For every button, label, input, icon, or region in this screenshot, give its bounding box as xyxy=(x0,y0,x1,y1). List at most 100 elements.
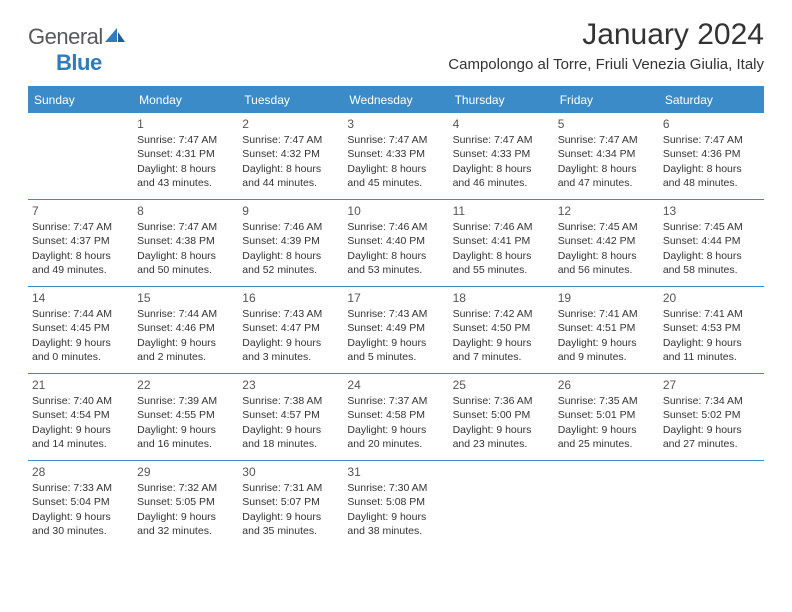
day-info-line: and 9 minutes. xyxy=(558,350,653,364)
day-info-line: and 35 minutes. xyxy=(242,524,337,538)
day-info-line: Daylight: 9 hours xyxy=(137,510,232,524)
day-info-line: Sunrise: 7:33 AM xyxy=(32,481,127,495)
day-number: 22 xyxy=(137,377,232,393)
day-info-line: Sunrise: 7:47 AM xyxy=(137,220,232,234)
day-info-line: Sunrise: 7:40 AM xyxy=(32,394,127,408)
weeks-container: 1Sunrise: 7:47 AMSunset: 4:31 PMDaylight… xyxy=(28,113,764,547)
day-info-line: Daylight: 9 hours xyxy=(32,510,127,524)
day-info-line: Daylight: 9 hours xyxy=(663,423,758,437)
day-info-line: and 49 minutes. xyxy=(32,263,127,277)
day-cell: 1Sunrise: 7:47 AMSunset: 4:31 PMDaylight… xyxy=(133,113,238,199)
day-info-line: Sunset: 4:31 PM xyxy=(137,147,232,161)
day-info-line: Daylight: 9 hours xyxy=(242,423,337,437)
logo: General Blue xyxy=(28,18,125,76)
day-info-line: Sunset: 4:44 PM xyxy=(663,234,758,248)
week-row: 21Sunrise: 7:40 AMSunset: 4:54 PMDayligh… xyxy=(28,373,764,460)
day-cell: 13Sunrise: 7:45 AMSunset: 4:44 PMDayligh… xyxy=(659,200,764,286)
day-cell: 14Sunrise: 7:44 AMSunset: 4:45 PMDayligh… xyxy=(28,287,133,373)
weekday-header: Friday xyxy=(554,88,659,113)
day-info-line: Daylight: 8 hours xyxy=(558,249,653,263)
day-info-line: Daylight: 8 hours xyxy=(453,249,548,263)
day-info-line: Daylight: 9 hours xyxy=(347,510,442,524)
title-block: January 2024 Campolongo al Torre, Friuli… xyxy=(448,18,764,73)
day-info-line: Sunrise: 7:43 AM xyxy=(347,307,442,321)
weekday-header: Sunday xyxy=(28,88,133,113)
day-cell: 10Sunrise: 7:46 AMSunset: 4:40 PMDayligh… xyxy=(343,200,448,286)
day-cell: 21Sunrise: 7:40 AMSunset: 4:54 PMDayligh… xyxy=(28,374,133,460)
day-info-line: Daylight: 8 hours xyxy=(347,249,442,263)
day-info-line: and 46 minutes. xyxy=(453,176,548,190)
day-info-line: Sunset: 4:33 PM xyxy=(453,147,548,161)
day-info-line: and 43 minutes. xyxy=(137,176,232,190)
day-info-line: Sunrise: 7:45 AM xyxy=(558,220,653,234)
day-info-line: Daylight: 8 hours xyxy=(453,162,548,176)
day-info-line: and 44 minutes. xyxy=(242,176,337,190)
day-number: 6 xyxy=(663,116,758,132)
day-info-line: Daylight: 9 hours xyxy=(32,336,127,350)
day-number: 10 xyxy=(347,203,442,219)
day-cell: 28Sunrise: 7:33 AMSunset: 5:04 PMDayligh… xyxy=(28,461,133,547)
day-info-line: Sunrise: 7:46 AM xyxy=(347,220,442,234)
day-info-line: Sunset: 4:57 PM xyxy=(242,408,337,422)
day-info-line: and 50 minutes. xyxy=(137,263,232,277)
day-cell: 18Sunrise: 7:42 AMSunset: 4:50 PMDayligh… xyxy=(449,287,554,373)
day-info-line: Sunrise: 7:34 AM xyxy=(663,394,758,408)
day-info-line: and 30 minutes. xyxy=(32,524,127,538)
day-info-line: Sunrise: 7:47 AM xyxy=(32,220,127,234)
day-info-line: Sunrise: 7:39 AM xyxy=(137,394,232,408)
day-info-line: Daylight: 9 hours xyxy=(558,336,653,350)
day-info-line: Daylight: 9 hours xyxy=(32,423,127,437)
day-number: 15 xyxy=(137,290,232,306)
location-label: Campolongo al Torre, Friuli Venezia Giul… xyxy=(448,56,764,73)
day-number: 20 xyxy=(663,290,758,306)
day-cell: 16Sunrise: 7:43 AMSunset: 4:47 PMDayligh… xyxy=(238,287,343,373)
day-info-line: Sunrise: 7:45 AM xyxy=(663,220,758,234)
day-number: 8 xyxy=(137,203,232,219)
day-number: 4 xyxy=(453,116,548,132)
week-row: 7Sunrise: 7:47 AMSunset: 4:37 PMDaylight… xyxy=(28,199,764,286)
day-cell: 26Sunrise: 7:35 AMSunset: 5:01 PMDayligh… xyxy=(554,374,659,460)
day-info-line: Daylight: 8 hours xyxy=(137,162,232,176)
day-cell: 12Sunrise: 7:45 AMSunset: 4:42 PMDayligh… xyxy=(554,200,659,286)
day-info-line: Daylight: 8 hours xyxy=(32,249,127,263)
day-info-line: Daylight: 8 hours xyxy=(137,249,232,263)
day-number: 2 xyxy=(242,116,337,132)
day-info-line: and 23 minutes. xyxy=(453,437,548,451)
day-info-line: Daylight: 9 hours xyxy=(558,423,653,437)
day-info-line: Sunset: 4:51 PM xyxy=(558,321,653,335)
day-number: 14 xyxy=(32,290,127,306)
day-info-line: Daylight: 9 hours xyxy=(242,336,337,350)
day-info-line: Daylight: 8 hours xyxy=(663,249,758,263)
day-info-line: Sunset: 5:02 PM xyxy=(663,408,758,422)
day-number: 7 xyxy=(32,203,127,219)
day-info-line: Sunrise: 7:32 AM xyxy=(137,481,232,495)
day-info-line: and 38 minutes. xyxy=(347,524,442,538)
day-info-line: Sunset: 5:08 PM xyxy=(347,495,442,509)
day-info-line: Sunrise: 7:37 AM xyxy=(347,394,442,408)
calendar: Sunday Monday Tuesday Wednesday Thursday… xyxy=(28,86,764,547)
day-number: 17 xyxy=(347,290,442,306)
day-number: 19 xyxy=(558,290,653,306)
day-info-line: Sunrise: 7:44 AM xyxy=(137,307,232,321)
day-cell: 9Sunrise: 7:46 AMSunset: 4:39 PMDaylight… xyxy=(238,200,343,286)
day-info-line: Sunset: 4:49 PM xyxy=(347,321,442,335)
day-number: 27 xyxy=(663,377,758,393)
day-info-line: Daylight: 9 hours xyxy=(137,336,232,350)
day-cell xyxy=(28,113,133,199)
day-number: 21 xyxy=(32,377,127,393)
day-cell: 29Sunrise: 7:32 AMSunset: 5:05 PMDayligh… xyxy=(133,461,238,547)
day-number: 30 xyxy=(242,464,337,480)
day-cell: 25Sunrise: 7:36 AMSunset: 5:00 PMDayligh… xyxy=(449,374,554,460)
day-cell: 19Sunrise: 7:41 AMSunset: 4:51 PMDayligh… xyxy=(554,287,659,373)
day-info-line: Sunrise: 7:35 AM xyxy=(558,394,653,408)
day-info-line: and 20 minutes. xyxy=(347,437,442,451)
day-number: 29 xyxy=(137,464,232,480)
day-info-line: Sunrise: 7:46 AM xyxy=(453,220,548,234)
logo-word-general: General xyxy=(28,24,103,49)
day-cell: 24Sunrise: 7:37 AMSunset: 4:58 PMDayligh… xyxy=(343,374,448,460)
day-info-line: and 32 minutes. xyxy=(137,524,232,538)
day-info-line: Sunset: 5:00 PM xyxy=(453,408,548,422)
day-cell: 17Sunrise: 7:43 AMSunset: 4:49 PMDayligh… xyxy=(343,287,448,373)
day-cell: 3Sunrise: 7:47 AMSunset: 4:33 PMDaylight… xyxy=(343,113,448,199)
day-info-line: Sunrise: 7:47 AM xyxy=(137,133,232,147)
